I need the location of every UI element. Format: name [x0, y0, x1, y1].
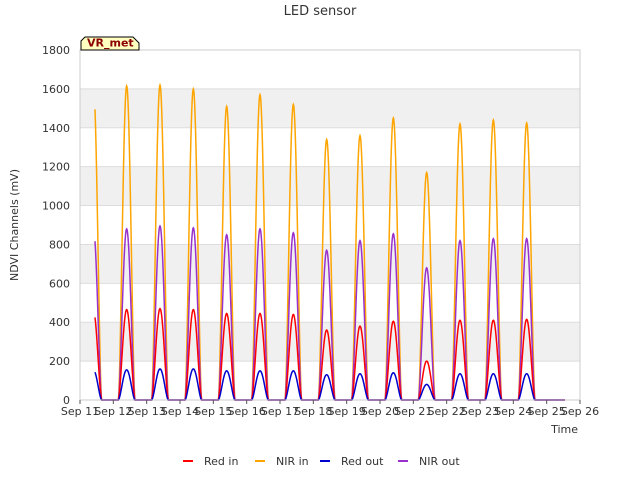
annotation-box: VR_met — [80, 36, 140, 51]
annotation-label: VR_met — [87, 37, 134, 50]
y-tick-label: 0 — [63, 394, 70, 407]
x-tick-label: Sep 22 — [428, 405, 466, 418]
x-tick-label: Sep 23 — [461, 405, 499, 418]
x-tick-label: Sep 14 — [161, 405, 199, 418]
grid-band — [80, 127, 580, 167]
x-tick-label: Sep 13 — [128, 405, 166, 418]
legend-label: NIR out — [419, 455, 460, 468]
x-axis-label: Time — [550, 423, 578, 436]
x-tick-label: Sep 20 — [361, 405, 399, 418]
legend-label: Red out — [341, 455, 384, 468]
x-tick-label: Sep 18 — [294, 405, 332, 418]
y-tick-label: 1000 — [42, 200, 70, 213]
y-axis-label: NDVI Channels (mV) — [8, 169, 21, 281]
grid-band — [80, 50, 580, 89]
y-tick-label: 200 — [49, 355, 70, 368]
y-tick-label: 1600 — [42, 83, 70, 96]
x-tick-label: Sep 15 — [194, 405, 232, 418]
legend-label: NIR in — [276, 455, 309, 468]
x-tick-label: Sep 17 — [261, 405, 299, 418]
y-tick-label: 400 — [49, 316, 70, 329]
x-tick-label: Sep 11 — [61, 405, 99, 418]
x-tick-label: Sep 26 — [561, 405, 599, 418]
x-tick-label: Sep 21 — [394, 405, 432, 418]
x-tick-label: Sep 16 — [228, 405, 266, 418]
plot-frame — [79, 49, 581, 401]
legend: Red in NIR in Red out NIR out — [183, 455, 460, 468]
y-tick-label: 1200 — [42, 161, 70, 174]
x-tick-label: Sep 24 — [494, 405, 532, 418]
y-tick-label: 1400 — [42, 122, 70, 135]
y-axis: 0 200 400 600 800 1000 1200 1400 1600 1800 — [42, 44, 70, 407]
y-tick-label: 800 — [49, 238, 70, 251]
chart-title: LED sensor — [284, 4, 357, 19]
y-tick-label: 1800 — [42, 44, 70, 57]
grid-band — [80, 88, 580, 128]
legend-label: Red in — [204, 455, 238, 468]
y-tick-label: 600 — [49, 277, 70, 290]
x-tick-label: Sep 19 — [328, 405, 366, 418]
x-tick-label: Sep 25 — [528, 405, 566, 418]
x-tick-label: Sep 12 — [94, 405, 132, 418]
